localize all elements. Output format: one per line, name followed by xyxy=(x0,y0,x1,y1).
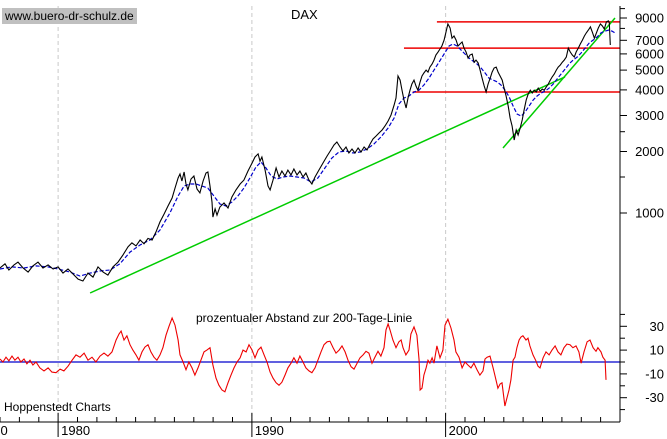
price-tick-label: 2000 xyxy=(635,144,664,159)
oscillator-tick-label: 10 xyxy=(650,343,664,358)
trendline xyxy=(89,76,566,294)
oscillator-tick-label: -30 xyxy=(645,390,664,405)
price-tick-label: 7000 xyxy=(635,33,664,48)
oscillator-tick-label: -10 xyxy=(645,366,664,381)
price-tick-label: 4000 xyxy=(635,82,664,97)
ma-200-line xyxy=(0,29,616,277)
price-tick-label: 3000 xyxy=(635,108,664,123)
year-label: 1990 xyxy=(255,423,284,438)
oscillator-panel-label: prozentualer Abstand zur 200-Tage-Linie xyxy=(196,311,413,325)
year-label-partial: 0 xyxy=(1,423,8,438)
dax-price-line xyxy=(0,20,611,282)
trendline xyxy=(502,17,616,149)
year-label: 2000 xyxy=(449,423,478,438)
url-watermark: www.buero-dr-schulz.de xyxy=(2,8,137,24)
year-label: 1980 xyxy=(61,423,90,438)
price-tick-label: 9000 xyxy=(635,10,664,25)
price-tick-label: 6000 xyxy=(635,46,664,61)
price-tick-label: 1000 xyxy=(635,206,664,221)
oscillator-tick-label: 30 xyxy=(650,319,664,334)
source-watermark: Hoppenstedt Charts xyxy=(4,400,111,414)
chart-title: DAX xyxy=(291,7,318,22)
oscillator-line xyxy=(0,316,607,407)
price-tick-label: 5000 xyxy=(635,63,664,78)
